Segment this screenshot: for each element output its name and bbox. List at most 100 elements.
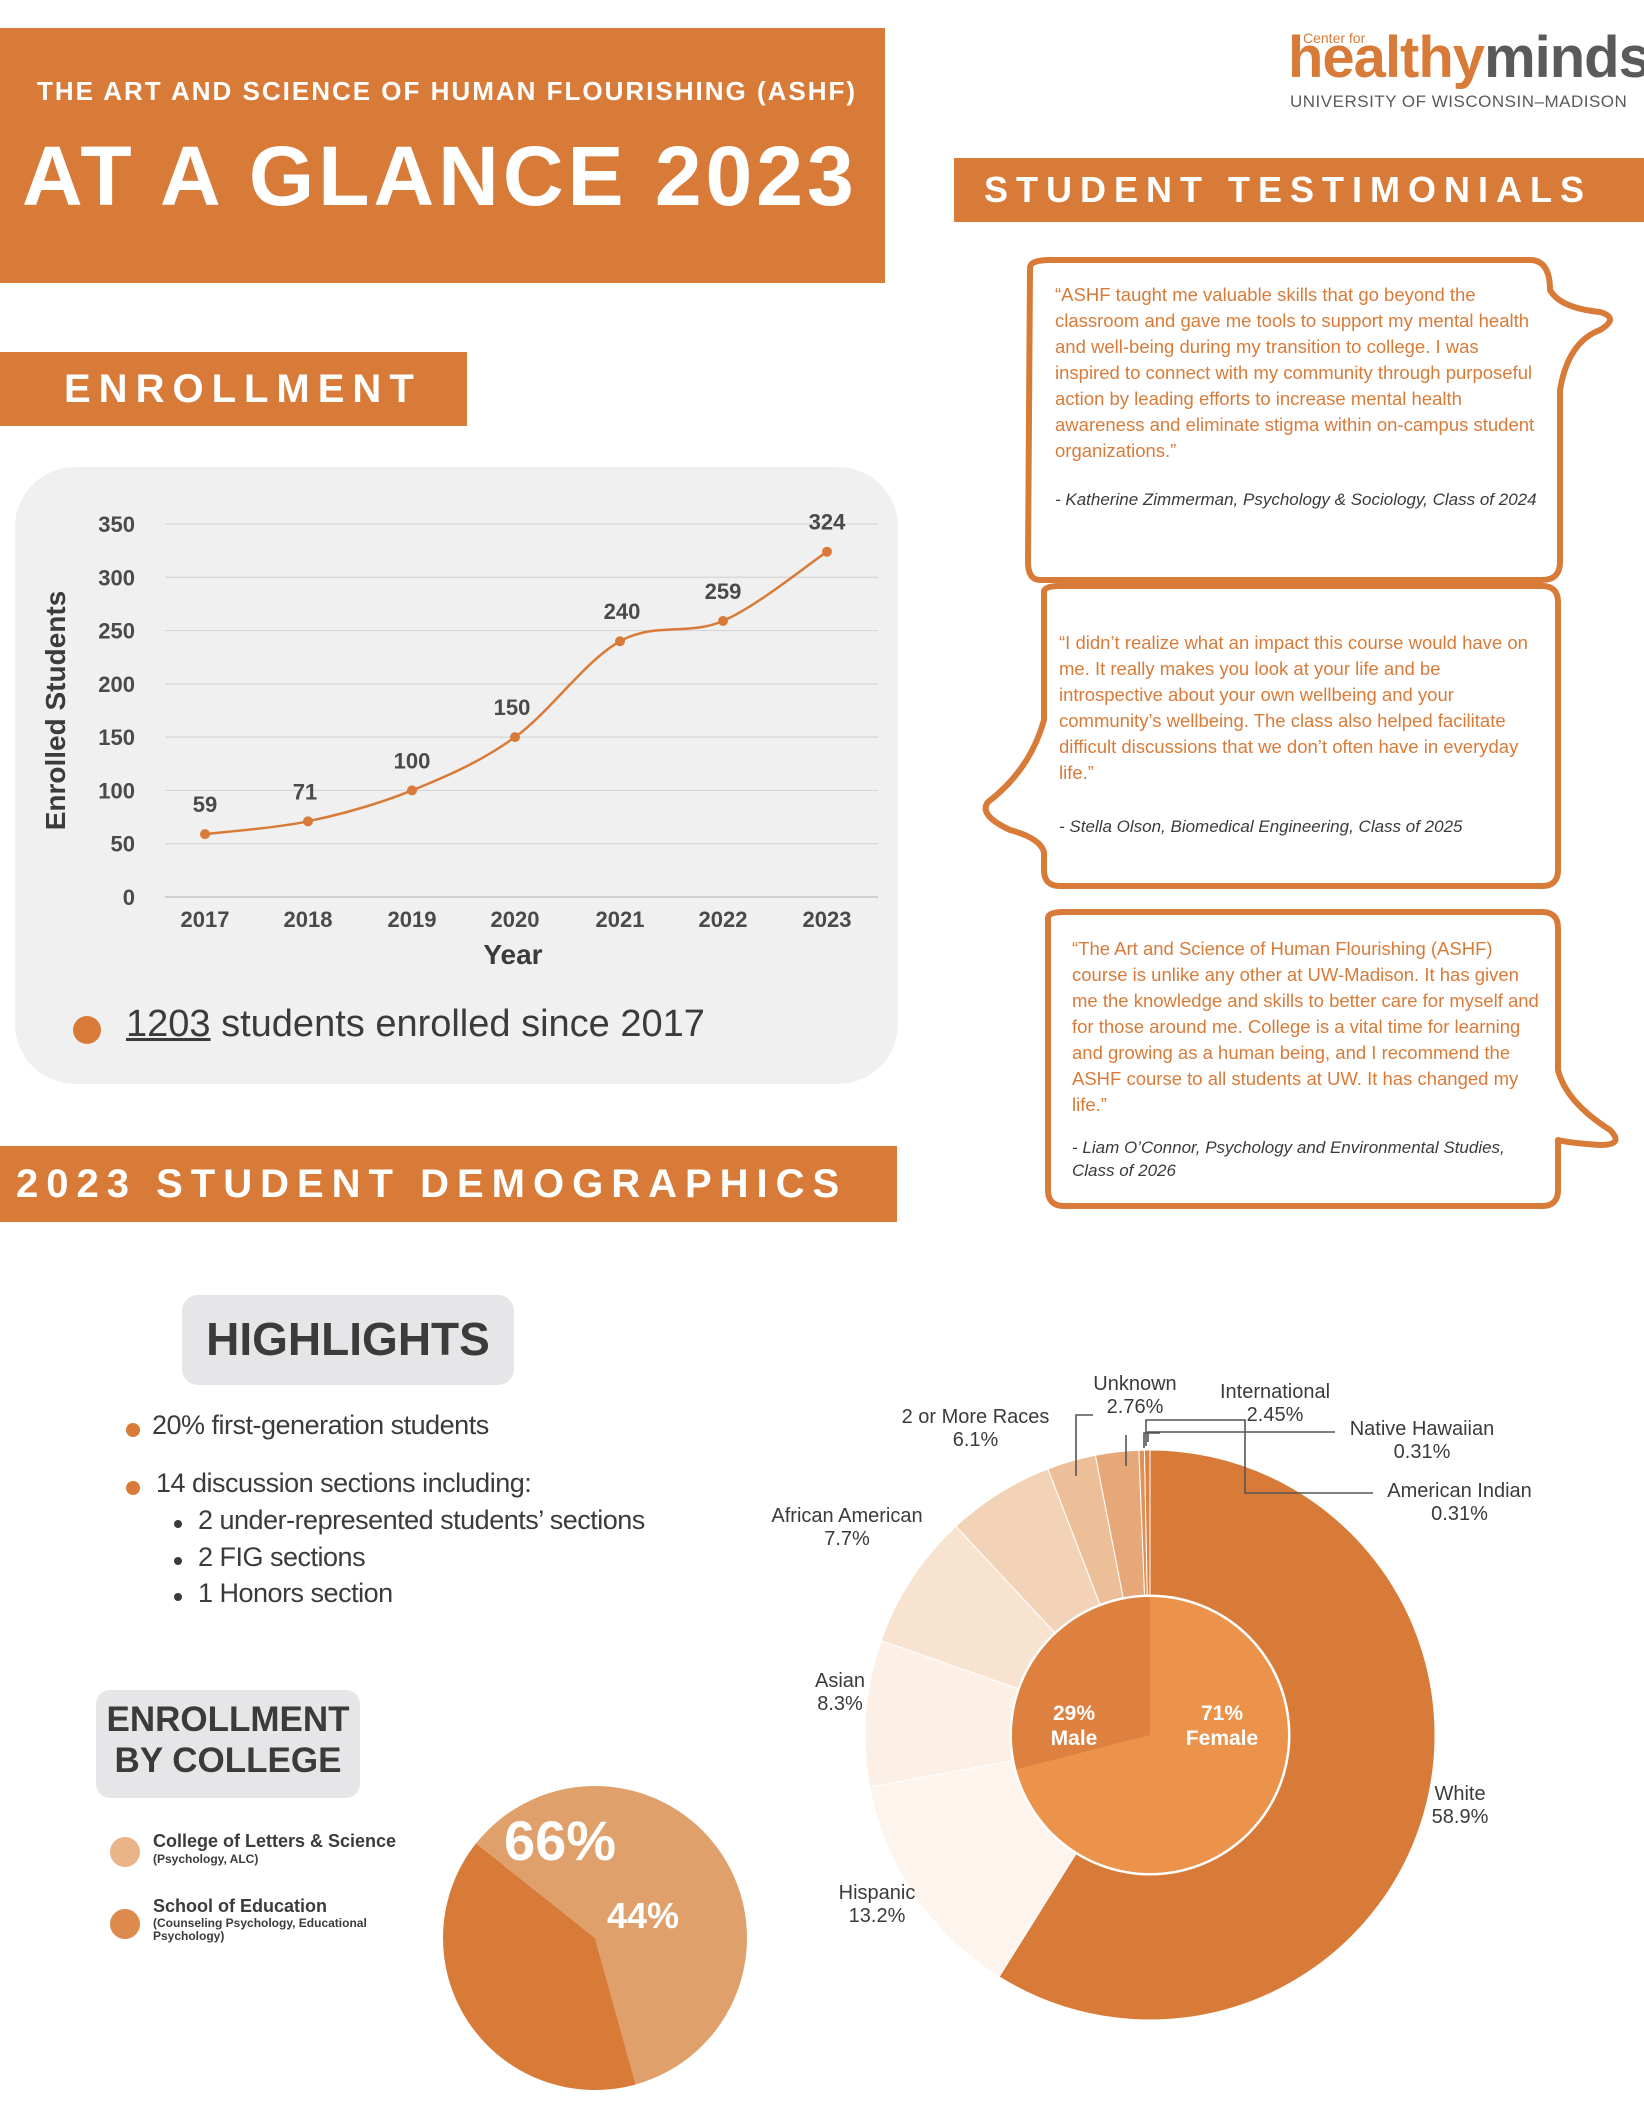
- leader-line: [1143, 1432, 1160, 1448]
- x-tick-label: 2019: [388, 907, 437, 932]
- label-international: International 2.45%: [1200, 1381, 1350, 1427]
- speech-bubble-1: [1025, 257, 1613, 583]
- section-testimonials: STUDENT TESTIMONIALS: [954, 158, 1644, 222]
- college-pie-chart: 66% 44%: [442, 1786, 747, 2090]
- inner-label-female-value: 71%: [1201, 1702, 1243, 1725]
- speech-bubble-3: [1045, 909, 1619, 1209]
- label-native-hawaiian-name: Native Hawaiian: [1349, 1418, 1495, 1440]
- label-native-hawaiian-value: 0.31%: [1393, 1441, 1451, 1463]
- data-point: [510, 732, 520, 743]
- data-point: [718, 615, 728, 626]
- label-american-indian: American Indian 0.31%: [1372, 1480, 1547, 1526]
- label-african-american-name: African American: [771, 1505, 923, 1527]
- section-enrollment: ENROLLMENT: [0, 352, 467, 426]
- label-native-hawaiian: Native Hawaiian 0.31%: [1337, 1418, 1507, 1464]
- y-tick-label: 200: [98, 672, 135, 697]
- y-tick-label: 300: [98, 565, 135, 590]
- y-tick-label: 250: [98, 619, 135, 644]
- label-white: White 58.9%: [1410, 1783, 1510, 1829]
- highlights-box: [182, 1295, 514, 1385]
- testimonial-author: - Liam O’Connor, Psychology and Environm…: [1072, 1138, 1505, 1180]
- data-label: 240: [604, 599, 641, 624]
- data-label: 324: [809, 510, 846, 535]
- college-title-line2: BY COLLEGE: [114, 1741, 342, 1780]
- x-tick-label: 2020: [491, 907, 540, 932]
- speech-bubble-2: [982, 583, 1561, 889]
- label-american-indian-name: American Indian: [1387, 1480, 1532, 1502]
- pie-slice: [476, 1786, 747, 2085]
- logo-healthy: healthy: [1288, 25, 1485, 90]
- donut-slice: [998, 1449, 1436, 2021]
- highlight-item: 14 discussion sections including:: [156, 1468, 532, 1498]
- header-banner: [0, 28, 885, 283]
- y-tick-label: 100: [98, 778, 135, 803]
- bullet-icon: [174, 1520, 182, 1528]
- label-asian-name: Asian: [814, 1670, 866, 1692]
- testimonial-author: - Katherine Zimmerman, Psychology & Soci…: [1055, 490, 1537, 509]
- page-title: AT A GLANCE 2023: [22, 129, 858, 223]
- data-point: [407, 785, 417, 796]
- data-point: [303, 816, 313, 827]
- demographics-donut-chart: 29%Male 71%Female: [864, 1414, 1436, 2021]
- total-enrolled-number: 1203: [126, 1003, 211, 1045]
- data-label: 59: [193, 792, 217, 817]
- legend-swatch: [110, 1909, 140, 1939]
- label-unknown-value: 2.76%: [1106, 1396, 1164, 1418]
- bullet-icon: [174, 1593, 182, 1601]
- x-tick-label: 2021: [596, 907, 645, 932]
- inner-label-female-name: Female: [1186, 1727, 1258, 1750]
- label-hispanic-value: 13.2%: [848, 1905, 906, 1927]
- label-hispanic-name: Hispanic: [838, 1882, 916, 1904]
- y-tick-label: 150: [98, 725, 135, 750]
- highlight-sub-item: 2 FIG sections: [198, 1542, 366, 1572]
- data-label: 150: [494, 695, 531, 720]
- x-tick-label: 2023: [803, 907, 852, 932]
- inner-slice-male: [1012, 1597, 1150, 1770]
- testimonial-author: - Stella Olson, Biomedical Engineering, …: [1059, 817, 1463, 836]
- data-label: 100: [394, 748, 431, 773]
- label-international-value: 2.45%: [1246, 1404, 1304, 1426]
- label-unknown-name: Unknown: [1093, 1373, 1177, 1395]
- highlights-title: HIGHLIGHTS: [206, 1313, 490, 1365]
- label-two-or-more: 2 or More Races 6.1%: [888, 1406, 1063, 1452]
- y-tick-label: 350: [98, 512, 135, 537]
- leader-line: [1145, 1419, 1373, 1494]
- pie-slice: [442, 1843, 636, 2090]
- header-subtitle: THE ART AND SCIENCE OF HUMAN FLOURISHING…: [37, 76, 858, 106]
- data-point: [200, 829, 210, 840]
- label-unknown: Unknown 2.76%: [1070, 1373, 1200, 1419]
- legend-label: School of Education: [153, 1896, 327, 1916]
- college-title-line1: ENROLLMENT: [106, 1700, 350, 1739]
- label-african-american: African American 7.7%: [752, 1505, 942, 1551]
- leader-line: [1147, 1431, 1335, 1442]
- label-american-indian-value: 0.31%: [1431, 1503, 1488, 1525]
- x-tick-label: 2017: [181, 907, 230, 932]
- legend-swatch: [110, 1837, 140, 1867]
- y-tick-label: 50: [111, 832, 135, 857]
- testimonial-quote: “The Art and Science of Human Flourishin…: [1072, 938, 1539, 1115]
- section-demographics: 2023 STUDENT DEMOGRAPHICS: [0, 1146, 897, 1222]
- total-enrolled: 1203 students enrolled since 2017: [126, 1003, 705, 1046]
- bullet-icon: [126, 1481, 140, 1495]
- x-axis-title: Year: [483, 939, 542, 970]
- label-hispanic: Hispanic 13.2%: [812, 1882, 942, 1928]
- college-title-box: [96, 1690, 360, 1798]
- label-white-name: White: [1434, 1783, 1486, 1805]
- leader-line: [1075, 1414, 1093, 1476]
- label-two-or-more-value: 6.1%: [952, 1429, 999, 1451]
- legend-sublabel: (Psychology, ALC): [153, 1852, 259, 1866]
- x-tick-label: 2022: [699, 907, 748, 932]
- label-two-or-more-name: 2 or More Races: [901, 1406, 1050, 1428]
- logo-minds: minds: [1484, 25, 1644, 90]
- label-african-american-value: 7.7%: [824, 1528, 870, 1550]
- legend-sublabel: (Counseling Psychology, Educational Psyc…: [153, 1916, 367, 1943]
- label-international-name: International: [1219, 1381, 1331, 1403]
- logo-university: UNIVERSITY OF WISCONSIN–MADISON: [1290, 92, 1628, 111]
- inner-label-male-name: Male: [1051, 1727, 1098, 1750]
- label-asian-value: 8.3%: [817, 1693, 863, 1715]
- bullet-icon: [73, 1016, 101, 1044]
- bullet-icon: [126, 1423, 140, 1437]
- total-enrolled-text: students enrolled since 2017: [210, 1003, 705, 1045]
- data-point: [822, 546, 832, 557]
- testimonial-quote: “ASHF taught me valuable skills that go …: [1055, 284, 1535, 461]
